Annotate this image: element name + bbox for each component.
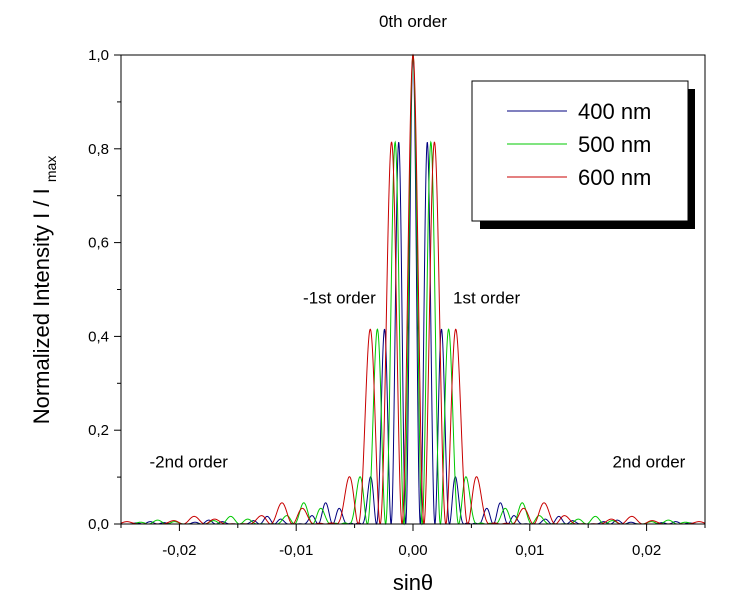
y-tick-label: 0,6 <box>88 235 109 252</box>
order-annotation: 1st order <box>453 289 520 308</box>
legend-label-600: 600 nm <box>578 165 651 190</box>
y-axis-title-subscript: max <box>43 156 59 182</box>
y-tick-label: 0,8 <box>88 141 109 158</box>
annotations: 0th order -1st order 1st order -2nd order 2n… <box>150 12 686 472</box>
legend-label-500: 500 nm <box>578 132 651 157</box>
legend-label-400: 400 nm <box>578 99 651 124</box>
y-tick-label: 0,4 <box>88 328 109 345</box>
legend-box <box>471 80 689 222</box>
legend: 400 nm 500 nm 600 nm <box>471 80 695 229</box>
x-tick-label: 0,01 <box>515 542 544 559</box>
x-tick-label: -0,01 <box>279 542 313 559</box>
x-tick-label: -0,02 <box>162 542 196 559</box>
y-axis: 0,0 0,2 0,4 0,6 0,8 1,0 <box>88 47 121 533</box>
legend-items: 400 nm 500 nm 600 nm <box>507 99 651 190</box>
order-annotation: -1st order <box>303 289 376 308</box>
y-tick-label: 0,2 <box>88 422 109 439</box>
y-axis-title-main: Normalized Intensity I / I <box>29 188 54 424</box>
x-axis-title: sinθ <box>393 570 433 595</box>
x-axis: -0,02 -0,01 0,00 0,01 0,02 <box>120 524 706 559</box>
y-axis-title: Normalized Intensity I / I max <box>29 156 59 425</box>
x-tick-label: 0,00 <box>398 542 427 559</box>
order-annotation: -2nd order <box>150 453 229 472</box>
y-tick-label: 1,0 <box>88 47 109 64</box>
y-tick-label: 0,0 <box>88 516 109 533</box>
x-tick-label: 0,02 <box>632 542 661 559</box>
order-annotation: 2nd order <box>613 453 686 472</box>
order-annotation: 0th order <box>379 12 447 31</box>
